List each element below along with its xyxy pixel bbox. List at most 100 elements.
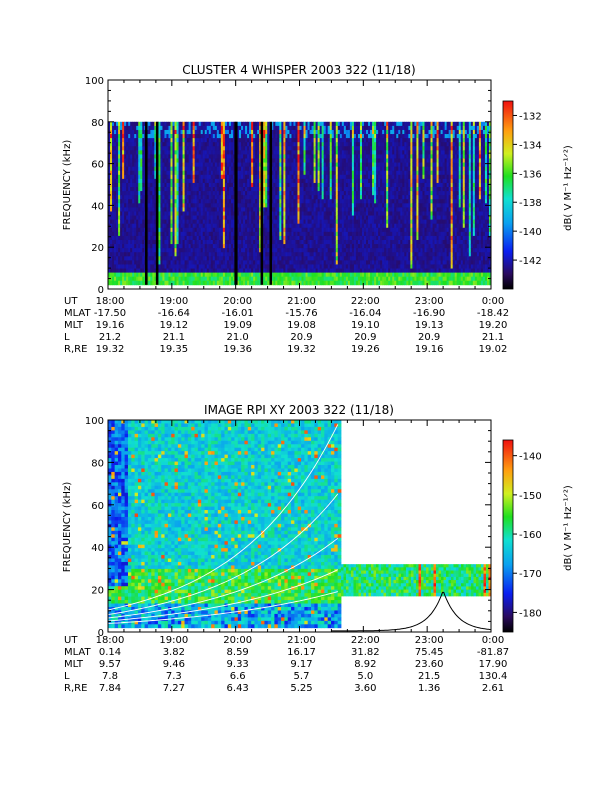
data-gap-bar xyxy=(269,121,273,285)
colorbar-tick-label: -160 xyxy=(519,530,542,541)
panel2-y-axis-label: FREQUENCY (kHz) xyxy=(62,482,73,573)
y-tick-label: 0 xyxy=(98,285,104,296)
data-gap-bar xyxy=(234,121,238,285)
ephemeris-value: 21.0 xyxy=(227,332,249,343)
ephemeris-row-label: R,RE xyxy=(64,344,87,355)
ephemeris-value: 22:00 xyxy=(351,296,380,307)
data-gap-bar xyxy=(260,121,264,285)
data-gap-bar xyxy=(145,121,148,285)
ephemeris-value: 20.9 xyxy=(418,332,440,343)
panel2-colorbar-ticks: -140 -150 -160 -170 -180 xyxy=(513,452,542,619)
ephemeris-value: 19.10 xyxy=(351,320,380,331)
ephemeris-value: 19.08 xyxy=(287,320,316,331)
panel1-colorbar xyxy=(502,100,514,290)
ephemeris-value: 23.60 xyxy=(415,659,444,670)
ephemeris-value: 7.27 xyxy=(163,683,185,694)
ephemeris-value: 21.1 xyxy=(482,332,504,343)
ephemeris-value: 8.59 xyxy=(227,647,249,658)
plasma-frequency-curve xyxy=(108,569,338,622)
colorbar-tick-label: -180 xyxy=(519,608,542,619)
y-tick-label: 0 xyxy=(98,628,104,639)
ephemeris-row-label: UT xyxy=(64,296,78,307)
ephemeris-value: 20.9 xyxy=(354,332,376,343)
ephemeris-value: 19.16 xyxy=(415,344,444,355)
ephemeris-row-label: MLAT xyxy=(64,308,91,319)
ephemeris-value: 22:00 xyxy=(351,635,380,646)
plasma-frequency-curve xyxy=(108,591,338,624)
panel1-spectrogram xyxy=(108,121,491,286)
ephemeris-value: 5.0 xyxy=(357,671,373,682)
ephemeris-row-label: MLT xyxy=(64,320,84,331)
ephemeris-row-label: R,RE xyxy=(64,683,87,694)
ephemeris-value: 6.6 xyxy=(230,671,246,682)
ephemeris-row-label: L xyxy=(64,332,70,343)
ephemeris-row-label: MLAT xyxy=(64,647,91,658)
ephemeris-value: 21:00 xyxy=(287,635,316,646)
ephemeris-value: 7.8 xyxy=(102,671,118,682)
panel2-colorbar xyxy=(502,439,514,633)
panel2-x-axis xyxy=(107,420,492,632)
plasma-frequency-curve xyxy=(108,424,339,611)
panel2-overlay-curves xyxy=(108,424,491,632)
ephemeris-value: 19.12 xyxy=(160,320,189,331)
colorbar-tick-label: -142 xyxy=(519,256,542,267)
colorbar-tick-label: -134 xyxy=(519,140,542,151)
colorbar-tick-label: -132 xyxy=(519,111,542,122)
ephemeris-row-label: L xyxy=(64,671,70,682)
ephemeris-value: 5.25 xyxy=(290,683,312,694)
ephemeris-value: 23:00 xyxy=(415,635,444,646)
ephemeris-value: 20:00 xyxy=(223,635,252,646)
ephemeris-value: -17.50 xyxy=(94,308,126,319)
ephemeris-value: 5.7 xyxy=(294,671,310,682)
ephemeris-value: 19.32 xyxy=(287,344,316,355)
panel1-y-axis: 0 20 40 60 80 100 xyxy=(85,76,491,296)
ephemeris-value: 19.36 xyxy=(223,344,252,355)
ephemeris-value: 21.2 xyxy=(99,332,121,343)
plasma-frequency-curve xyxy=(108,493,339,616)
ephemeris-value: 9.46 xyxy=(163,659,185,670)
ephemeris-value: 0.14 xyxy=(99,647,121,658)
y-tick-label: 60 xyxy=(91,160,104,171)
ephemeris-value: 2.61 xyxy=(482,683,504,694)
ephemeris-value: -16.64 xyxy=(158,308,190,319)
ephemeris-value: 20.9 xyxy=(290,332,312,343)
ephemeris-value: 0:00 xyxy=(482,635,504,646)
y-tick-label: 60 xyxy=(91,501,104,512)
y-tick-label: 40 xyxy=(91,201,104,212)
panel2-title: IMAGE RPI XY 2003 322 (11/18) xyxy=(204,403,394,417)
panel1-y-axis-label: FREQUENCY (kHz) xyxy=(62,140,73,231)
ephemeris-value: 21.1 xyxy=(163,332,185,343)
ephemeris-value: 9.33 xyxy=(227,659,249,670)
ephemeris-value: 0:00 xyxy=(482,296,504,307)
ephemeris-value: 6.43 xyxy=(227,683,249,694)
ephemeris-value: 19:00 xyxy=(159,635,188,646)
ephemeris-row-label: MLT xyxy=(64,659,84,670)
panel1-title: CLUSTER 4 WHISPER 2003 322 (11/18) xyxy=(182,63,415,77)
ephemeris-value: 1.36 xyxy=(418,683,440,694)
ephemeris-value: -16.04 xyxy=(349,308,381,319)
y-tick-label: 20 xyxy=(91,243,104,254)
ephemeris-value: 19.26 xyxy=(351,344,380,355)
ephemeris-value: 18:00 xyxy=(96,635,125,646)
ephemeris-value: 7.84 xyxy=(99,683,121,694)
ephemeris-value: 8.92 xyxy=(354,659,376,670)
ephemeris-value: 7.3 xyxy=(166,671,182,682)
panel-cluster-whisper: CLUSTER 4 WHISPER 2003 322 (11/18) 0 20 40… xyxy=(62,63,574,355)
y-tick-label: 100 xyxy=(85,416,104,427)
panel1-ephemeris-table: UT 18:00 19:00 20:00 21:00 22:00 23:00 0:00 MLAT… xyxy=(64,296,509,355)
colorbar-tick-label: -140 xyxy=(519,227,542,238)
panel2-colorbar-label: dB( V M⁻¹ Hz⁻¹ᐟ²) xyxy=(563,485,574,571)
panel1-x-axis xyxy=(107,80,492,289)
ephemeris-value: 130.4 xyxy=(479,671,508,682)
ephemeris-value: -81.87 xyxy=(477,647,509,658)
y-tick-label: 80 xyxy=(91,118,104,129)
colorbar-tick-label: -140 xyxy=(519,452,542,463)
panel-image-rpi: IMAGE RPI XY 2003 322 (11/18) 0 20 40 60 80 1… xyxy=(62,403,574,694)
ephemeris-value: 75.45 xyxy=(415,647,444,658)
ephemeris-value: -16.01 xyxy=(222,308,254,319)
ephemeris-value: 9.57 xyxy=(99,659,121,670)
ephemeris-value: 19.32 xyxy=(96,344,125,355)
ephemeris-value: 3.82 xyxy=(163,647,185,658)
colorbar-tick-label: -138 xyxy=(519,198,542,209)
